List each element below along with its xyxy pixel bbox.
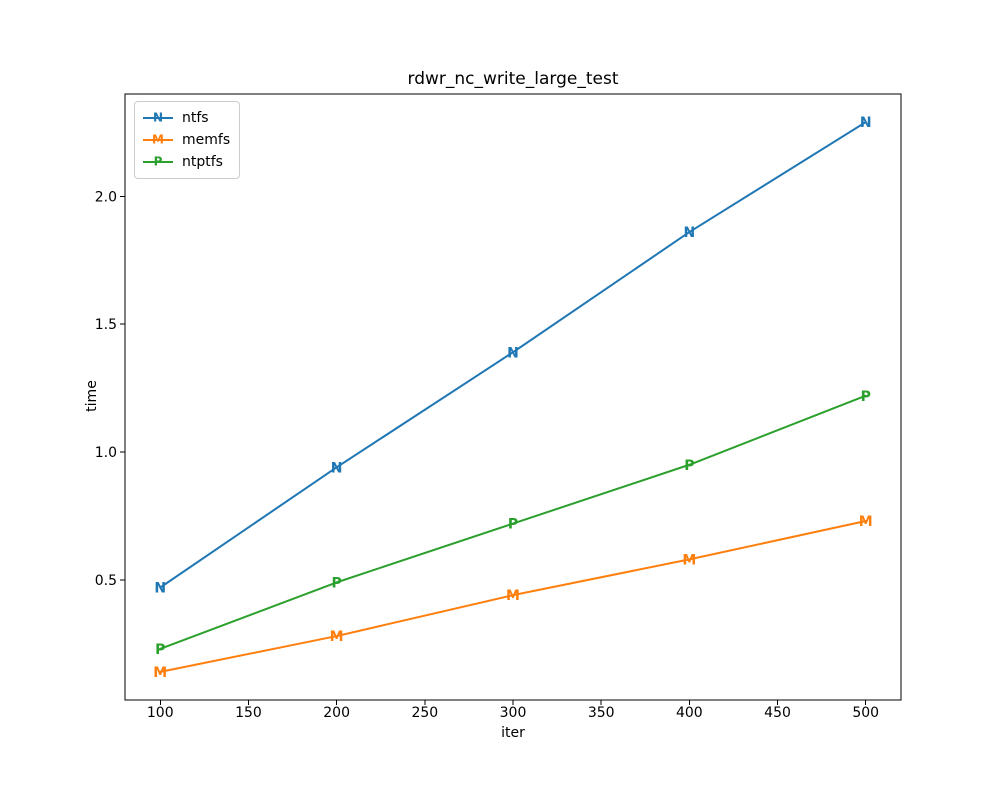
x-tick-label: 350 [588,705,615,721]
marker-memfs: M [682,552,696,568]
x-tick-label: 150 [235,705,262,721]
x-tick-label: 300 [500,705,527,721]
legend-marker-ntptfs-icon: P [143,154,173,170]
marker-ntfs: N [331,460,343,476]
marker-ntptfs: P [155,642,165,658]
y-tick-label: 0.5 [95,573,117,589]
marker-ntptfs: P [684,458,694,474]
legend-marker-memfs-icon: M [143,132,173,148]
marker-memfs: M [330,629,344,645]
series-line-memfs [159,520,867,673]
legend-label-memfs: memfs [182,132,231,148]
x-tick-label: 200 [323,705,350,721]
x-tick-label: 450 [764,705,791,721]
series-line-ntfs [159,121,867,589]
y-axis-label: time [84,380,100,412]
marker-ntfs: N [154,581,166,597]
marker-ntfs: N [860,115,872,131]
chart-title: rdwr_nc_write_large_test [407,69,619,89]
y-tick-label: 1.0 [95,445,117,461]
series-line-ntptfs [159,394,867,650]
marker-memfs: M [859,514,873,530]
x-tick-label: 100 [147,705,174,721]
legend-marker-ntfs-icon: N [143,110,173,126]
marker-ntptfs: P [508,517,518,533]
x-tick-label: 500 [852,705,879,721]
marker-ntfs: N [684,225,696,241]
marker-ntptfs: P [861,389,871,405]
legend-label-ntptfs: ntptfs [182,154,223,170]
marker-memfs: M [506,588,520,604]
y-tick-label: 2.0 [95,189,117,205]
x-axis-label: iter [501,725,525,741]
legend-label-ntfs: ntfs [182,110,209,126]
x-tick-label: 250 [411,705,438,721]
x-tick-label: 400 [676,705,703,721]
marker-ntfs: N [507,345,519,361]
marker-ntptfs: P [332,575,342,591]
marker-memfs: M [153,665,167,681]
axes-frame [124,93,902,701]
y-tick-label: 1.5 [95,317,117,333]
